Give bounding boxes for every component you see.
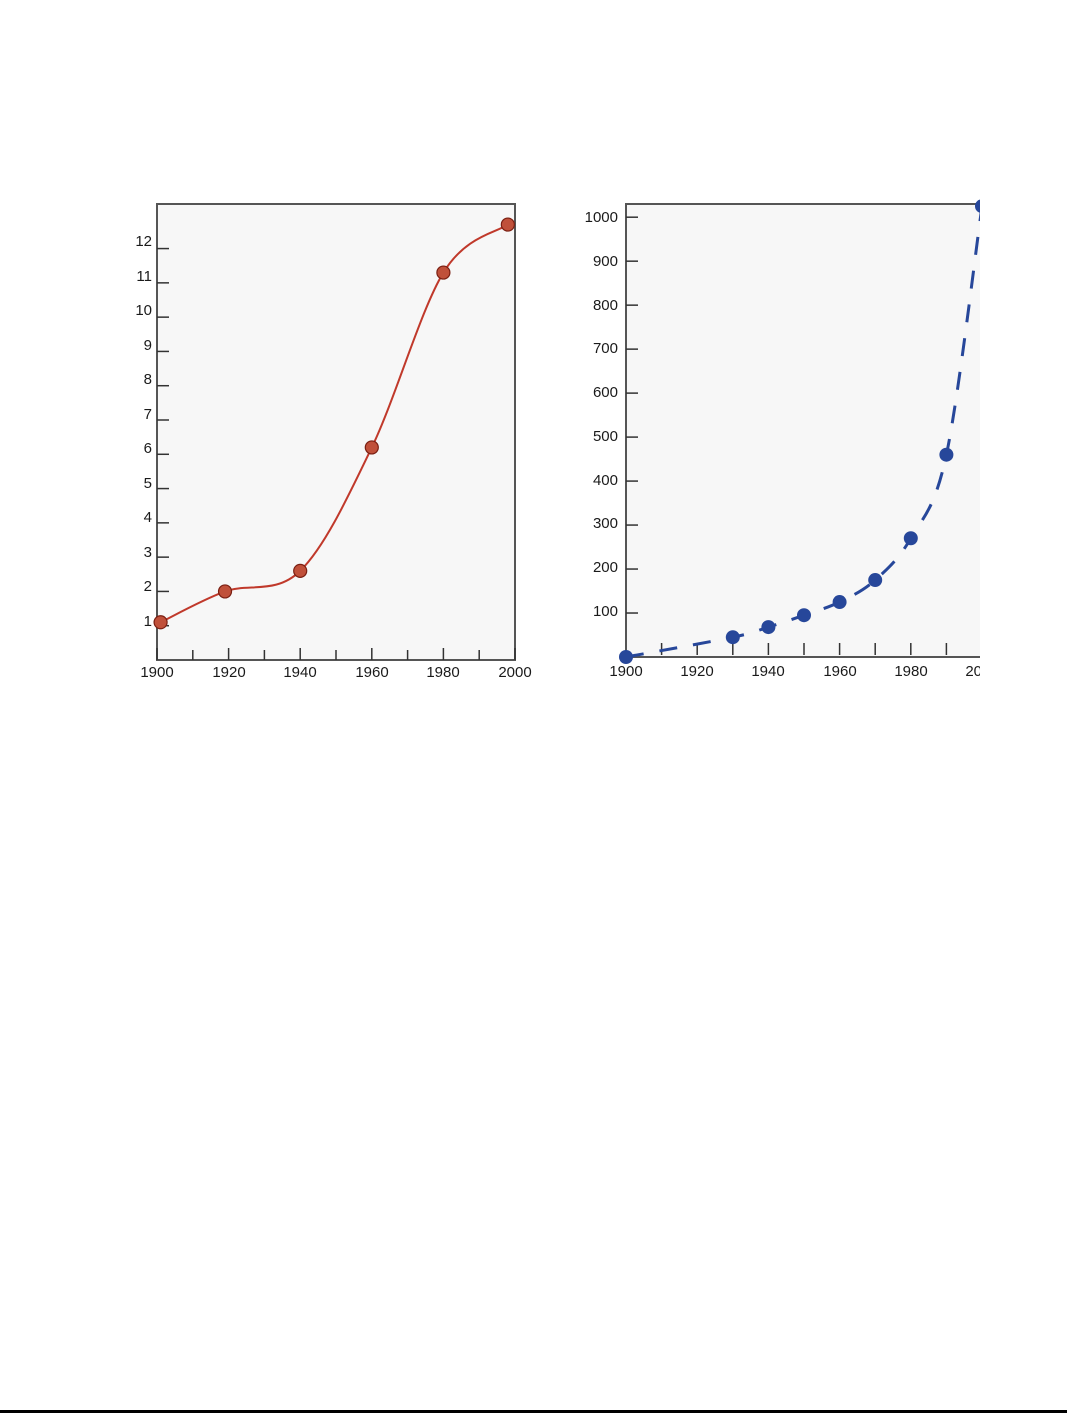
- y-tick-labels-right: 100 200 300 400 500 600 700 800 900 1000: [585, 209, 618, 620]
- data-point: [217, 584, 233, 599]
- y-tick-label: 5: [144, 475, 152, 492]
- data-point: [797, 608, 811, 623]
- y-tick-label: 1: [144, 613, 152, 630]
- x-tick-label: 1920: [680, 663, 713, 680]
- x-tick-label: 1980: [426, 664, 459, 681]
- data-point: [619, 650, 633, 664]
- y-tick-label: 100: [593, 603, 618, 620]
- data-point: [436, 265, 451, 280]
- y-tick-label: 8: [144, 371, 152, 388]
- y-tick-label: 200: [593, 559, 618, 576]
- y-tick-label: 300: [593, 515, 618, 532]
- data-point: [761, 620, 776, 635]
- data-point: [293, 563, 308, 578]
- data-point: [975, 199, 980, 213]
- data-point: [903, 531, 918, 546]
- data-point: [500, 217, 515, 232]
- data-point: [364, 440, 379, 455]
- data-point: [832, 595, 847, 610]
- data-point: [868, 573, 883, 588]
- y-tick-label: 400: [593, 472, 618, 489]
- y-tick-label: 12: [135, 233, 152, 250]
- x-tick-label: 1960: [355, 664, 388, 681]
- y-tick-label: 10: [135, 302, 152, 319]
- x-tick-labels-left: 1900 1920 1940 1960 1980 2000: [140, 664, 531, 681]
- chart-left: 1 2 3 4 5 6 7 8 9 10 11 12 1900 1920 194…: [135, 203, 532, 681]
- x-tick-label: 2000: [965, 663, 980, 680]
- x-tick-label: 1900: [140, 664, 173, 681]
- page-bottom-rule: [0, 1410, 1067, 1413]
- data-point: [725, 630, 740, 645]
- y-tick-label: 4: [144, 509, 152, 526]
- y-tick-label: 700: [593, 340, 618, 357]
- y-tick-label: 900: [593, 253, 618, 270]
- x-tick-label: 1940: [283, 664, 316, 681]
- x-tick-label: 1960: [823, 663, 856, 680]
- y-tick-label: 3: [144, 544, 152, 561]
- plot-area: [156, 203, 516, 661]
- y-tick-label: 800: [593, 297, 618, 314]
- x-tick-labels-right: 1900 1920 1940 1960 1980 2000: [609, 663, 980, 680]
- y-tick-label: 600: [593, 384, 618, 401]
- x-tick-label: 1980: [894, 663, 927, 680]
- data-point: [153, 615, 168, 630]
- y-tick-label: 1000: [585, 209, 618, 226]
- y-tick-label: 9: [144, 337, 152, 354]
- y-tick-label: 2: [144, 578, 152, 595]
- x-tick-label: 1920: [212, 664, 245, 681]
- y-tick-label: 7: [144, 406, 152, 423]
- y-tick-labels-left: 1 2 3 4 5 6 7 8 9 10 11 12: [135, 233, 152, 630]
- chart-right: 100 200 300 400 500 600 700 800 900 1000…: [585, 199, 980, 680]
- plot-area: [625, 203, 980, 658]
- data-point: [939, 447, 954, 462]
- y-tick-label: 500: [593, 428, 618, 445]
- x-tick-label: 1900: [609, 663, 642, 680]
- y-tick-label: 11: [136, 268, 152, 285]
- x-tick-label: 1940: [751, 663, 784, 680]
- series-line: [625, 209, 980, 659]
- x-tick-label: 2000: [498, 664, 531, 681]
- y-tick-label: 6: [144, 440, 152, 457]
